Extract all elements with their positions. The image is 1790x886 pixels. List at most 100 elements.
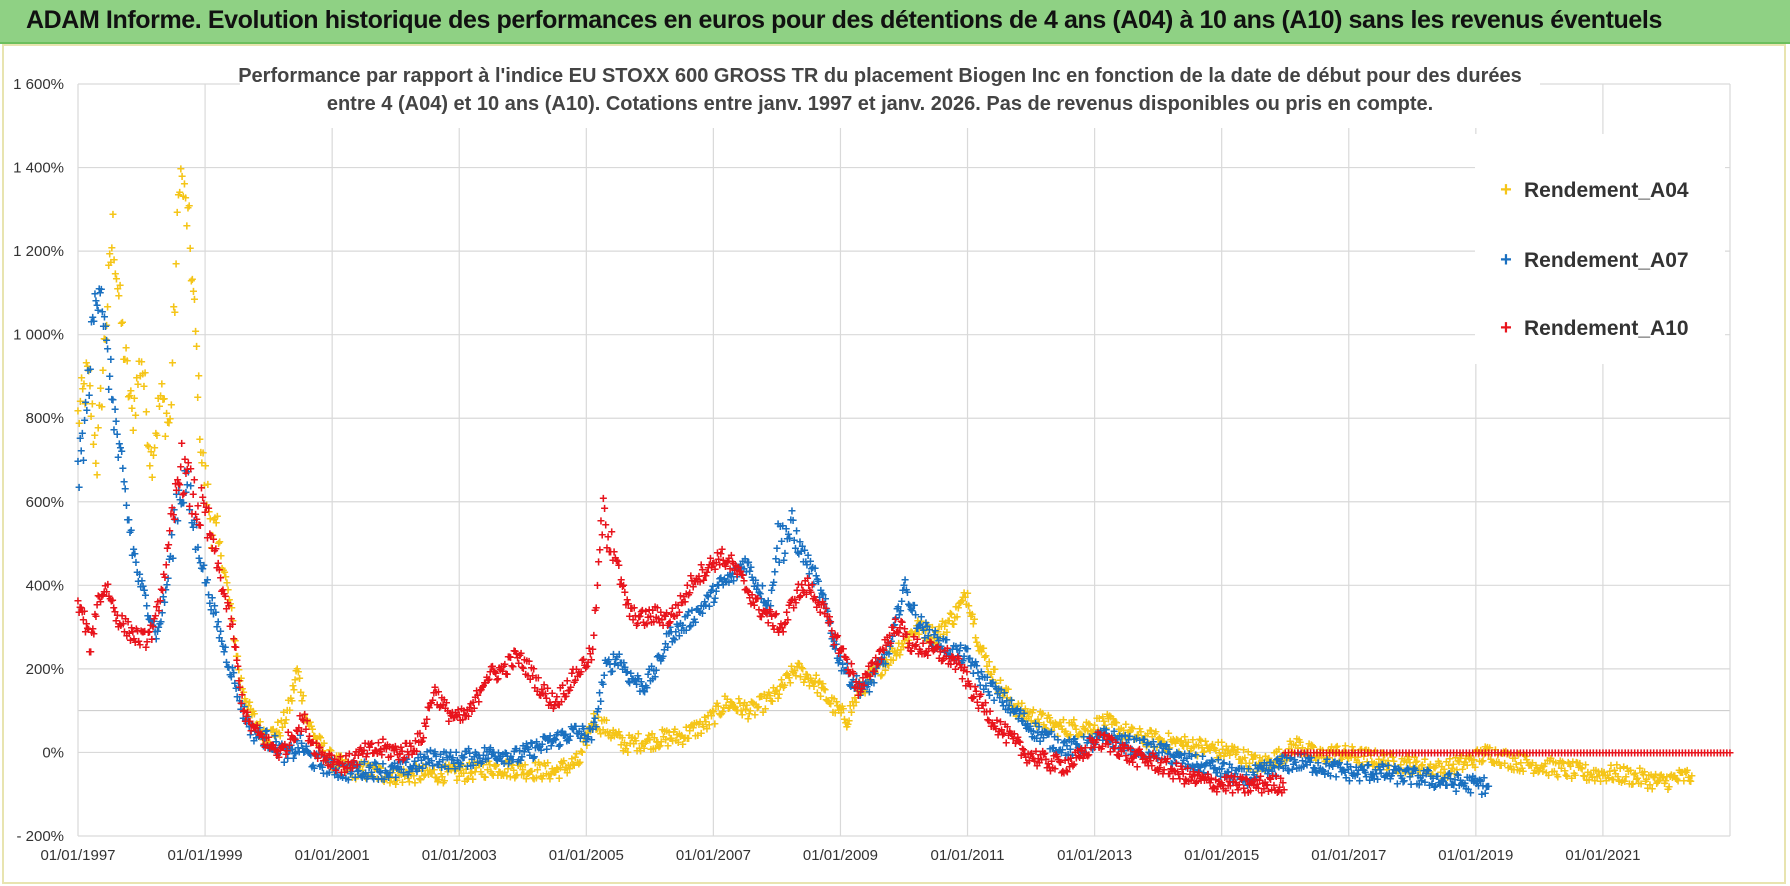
marker-a04: + <box>281 715 289 731</box>
marker-a04: + <box>289 677 297 693</box>
marker-a04: + <box>220 564 228 580</box>
marker-a04: + <box>102 317 110 333</box>
marker-a04: + <box>545 767 553 783</box>
marker-a04: + <box>1011 699 1019 715</box>
banner: ADAM Informe. Evolution historique des p… <box>0 0 1790 44</box>
marker-a04: + <box>623 737 631 753</box>
marker-a04: + <box>678 727 686 743</box>
marker-a04: + <box>553 760 561 776</box>
marker-a04: + <box>877 667 885 683</box>
marker-a04: + <box>198 454 206 470</box>
marker-a04: + <box>428 765 436 781</box>
marker-a04: + <box>922 623 930 639</box>
marker-a04: + <box>1021 700 1029 716</box>
marker-a04: + <box>1044 707 1052 723</box>
marker-a04: + <box>297 684 305 700</box>
marker-a04: + <box>903 629 911 645</box>
marker-a07: + <box>221 639 229 655</box>
marker-a04: + <box>585 719 593 735</box>
marker-a04: + <box>206 510 214 526</box>
marker-a04: + <box>130 390 138 406</box>
marker-a04: + <box>389 760 397 776</box>
marker-a04: + <box>308 721 316 737</box>
marker-a04: + <box>1089 722 1097 738</box>
marker-a04: + <box>1033 718 1041 734</box>
marker-a04: + <box>392 776 400 792</box>
marker-a04: + <box>533 762 541 778</box>
marker-a04: + <box>499 767 507 783</box>
marker-a04: + <box>1122 716 1130 732</box>
marker-a07: + <box>107 351 115 367</box>
marker-a04: + <box>1025 708 1033 724</box>
marker-a04: + <box>478 766 486 782</box>
marker-a04: + <box>906 625 914 641</box>
marker-a04: + <box>157 387 165 403</box>
marker-a04: + <box>762 690 770 706</box>
marker-a04: + <box>951 609 959 625</box>
marker-a04: + <box>301 712 309 728</box>
marker-a04: + <box>879 656 887 672</box>
marker-a04: + <box>1054 728 1062 744</box>
marker-a04: + <box>1077 725 1085 741</box>
marker-a04: + <box>811 673 819 689</box>
marker-a04: + <box>368 757 376 773</box>
marker-a04: + <box>262 733 270 749</box>
marker-a04: + <box>626 735 634 751</box>
marker-a04: + <box>370 759 378 775</box>
marker-a04: + <box>958 592 966 608</box>
marker-a04: + <box>1688 767 1696 783</box>
marker-a04: + <box>792 668 800 684</box>
marker-a04: + <box>1028 704 1036 720</box>
marker-a04: + <box>995 681 1003 697</box>
marker-a04: + <box>586 722 594 738</box>
marker-a04: + <box>91 427 99 443</box>
marker-a10: + <box>590 627 598 643</box>
marker-a07: + <box>83 402 91 418</box>
marker-a04: + <box>161 428 169 444</box>
marker-a04: + <box>418 763 426 779</box>
marker-a04: + <box>710 703 718 719</box>
marker-a04: + <box>555 770 563 786</box>
marker-a04: + <box>725 700 733 716</box>
marker-a04: + <box>188 271 196 287</box>
marker-a10: + <box>589 641 597 657</box>
legend-marker-a07: + <box>1500 249 1512 271</box>
x-tick-label: 01/01/2017 <box>1311 847 1386 864</box>
marker-a04: + <box>183 217 191 233</box>
marker-a04: + <box>283 702 291 718</box>
marker-a04: + <box>943 624 951 640</box>
marker-a04: + <box>986 666 994 682</box>
marker-a04: + <box>327 743 335 759</box>
marker-a04: + <box>590 706 598 722</box>
marker-a04: + <box>406 765 414 781</box>
marker-a04: + <box>802 666 810 682</box>
marker-a04: + <box>528 763 536 779</box>
marker-a04: + <box>493 756 501 772</box>
marker-a04: + <box>422 757 430 773</box>
marker-a04: + <box>1026 704 1034 720</box>
marker-a04: + <box>760 686 768 702</box>
marker-a04: + <box>496 764 504 780</box>
marker-a04: + <box>248 707 256 723</box>
marker-a04: + <box>601 725 609 741</box>
marker-a04: + <box>648 725 656 741</box>
marker-a04: + <box>617 736 625 752</box>
x-tick-label: 01/01/2009 <box>803 847 878 864</box>
marker-a04: + <box>889 652 897 668</box>
marker-a04: + <box>393 772 401 788</box>
marker-a04: + <box>321 748 329 764</box>
marker-a04: + <box>764 687 772 703</box>
marker-a04: + <box>609 722 617 738</box>
marker-a04: + <box>403 764 411 780</box>
marker-a04: + <box>350 757 358 773</box>
marker-a04: + <box>431 769 439 785</box>
marker-a04: + <box>886 643 894 659</box>
marker-a04: + <box>1106 708 1114 724</box>
marker-a04: + <box>1035 714 1043 730</box>
marker-a04: + <box>936 629 944 645</box>
marker-a04: + <box>787 658 795 674</box>
marker-a07: + <box>85 387 93 403</box>
marker-a04: + <box>782 667 790 683</box>
marker-a04: + <box>691 727 699 743</box>
marker-a04: + <box>715 705 723 721</box>
